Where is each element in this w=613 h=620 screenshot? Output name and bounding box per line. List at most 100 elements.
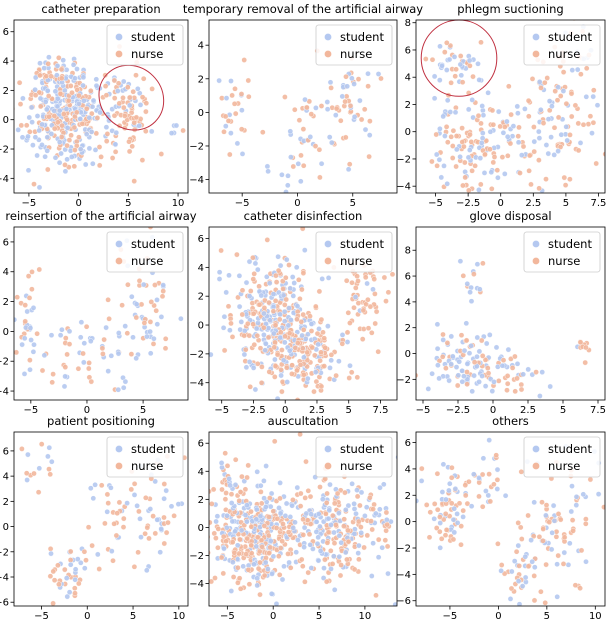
point-nurse <box>533 369 539 375</box>
point-student <box>89 103 96 110</box>
point-nurse <box>443 527 450 533</box>
y-tick-label: 2 <box>405 100 411 111</box>
axes-frame <box>13 19 189 194</box>
point-student <box>437 520 444 526</box>
point-student <box>290 293 297 299</box>
point-student <box>103 124 110 130</box>
subplot-3: reinsertion of the artificial airway −5 0 5… <box>0 209 197 416</box>
x-tick-label: 2.5 <box>520 405 536 416</box>
point-student <box>42 99 49 105</box>
point-student <box>143 567 150 574</box>
legend-label-nurse: nurse <box>340 47 372 61</box>
point-nurse <box>104 131 111 137</box>
point-nurse <box>133 114 140 121</box>
legend-box <box>523 231 601 273</box>
point-student <box>74 66 80 72</box>
point-nurse <box>375 348 382 355</box>
point-student <box>565 562 572 568</box>
point-nurse <box>317 174 323 181</box>
point-nurse <box>562 182 569 188</box>
point-student <box>452 485 459 492</box>
y-tick-label: 2 <box>3 297 9 308</box>
point-student <box>126 102 133 109</box>
point-nurse <box>283 364 290 371</box>
point-nurse <box>568 90 575 97</box>
point-nurse <box>125 84 131 90</box>
point-student <box>238 319 245 325</box>
point-nurse <box>83 557 89 564</box>
point-nurse <box>209 578 215 585</box>
point-student <box>554 594 561 600</box>
point-nurse <box>272 322 279 329</box>
point-nurse <box>538 85 544 91</box>
point-nurse <box>453 163 459 170</box>
legend-label-nurse: nurse <box>340 459 372 473</box>
point-student <box>531 499 538 506</box>
point-nurse <box>364 532 371 539</box>
point-student <box>277 480 283 486</box>
point-nurse <box>18 122 25 129</box>
point-nurse <box>567 132 573 138</box>
y-tick-label: 6 <box>405 45 411 56</box>
point-student <box>221 545 227 552</box>
point-student <box>70 62 77 68</box>
point-nurse <box>593 160 600 167</box>
point-nurse <box>525 563 532 570</box>
point-nurse <box>259 544 265 550</box>
point-student <box>301 524 308 531</box>
point-nurse <box>131 480 138 487</box>
legend-label-nurse: nurse <box>548 459 580 473</box>
point-student <box>160 282 166 288</box>
point-student <box>345 502 352 509</box>
point-student <box>161 495 167 502</box>
point-student <box>589 130 595 136</box>
y-tick-label: −4 <box>189 175 204 186</box>
point-student <box>299 332 305 339</box>
axes-frame <box>415 431 606 607</box>
point-student <box>29 119 35 125</box>
point-student <box>307 134 314 140</box>
point-student <box>27 366 33 373</box>
point-nurse <box>245 462 251 469</box>
point-nurse <box>344 556 350 563</box>
point-nurse <box>67 557 74 563</box>
point-student <box>228 500 235 506</box>
subplot-2: phlegm suctioning −5 −2.5 0 2.5 5 7.5 −4 −2 0 2 4 6 8… <box>396 2 606 209</box>
point-nurse <box>383 527 389 534</box>
point-nurse <box>51 125 58 132</box>
point-nurse <box>487 146 493 152</box>
point-nurse <box>467 131 473 138</box>
point-nurse <box>71 124 78 131</box>
legend-marker-nurse <box>324 462 332 470</box>
point-nurse <box>62 364 69 370</box>
point-student <box>449 353 456 360</box>
point-nurse <box>450 127 457 134</box>
point-nurse <box>472 162 478 169</box>
point-student <box>261 495 267 502</box>
x-tick-label: 5 <box>560 405 566 416</box>
point-nurse <box>494 167 501 173</box>
y-tick-label: −2 <box>396 375 411 386</box>
point-nurse <box>141 320 148 326</box>
point-student <box>108 484 114 491</box>
point-nurse <box>236 550 242 557</box>
point-student <box>293 549 300 556</box>
point-student <box>567 540 573 547</box>
point-nurse <box>281 302 288 308</box>
point-nurse <box>62 566 68 573</box>
point-nurse <box>147 319 154 325</box>
point-nurse <box>222 496 229 503</box>
point-student <box>293 264 300 271</box>
point-student <box>522 574 529 581</box>
point-nurse <box>504 387 510 394</box>
point-nurse <box>261 572 268 579</box>
point-nurse <box>311 388 317 395</box>
point-nurse <box>351 304 357 311</box>
y-tick-label: 2 <box>405 323 411 334</box>
point-student <box>328 566 334 572</box>
point-nurse <box>459 79 466 85</box>
point-nurse <box>297 432 303 438</box>
point-nurse <box>121 515 127 522</box>
point-nurse <box>525 512 531 519</box>
point-nurse <box>64 351 70 358</box>
